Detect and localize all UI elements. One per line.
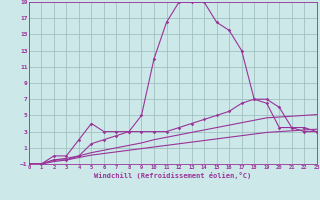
X-axis label: Windchill (Refroidissement éolien,°C): Windchill (Refroidissement éolien,°C)	[94, 172, 252, 179]
